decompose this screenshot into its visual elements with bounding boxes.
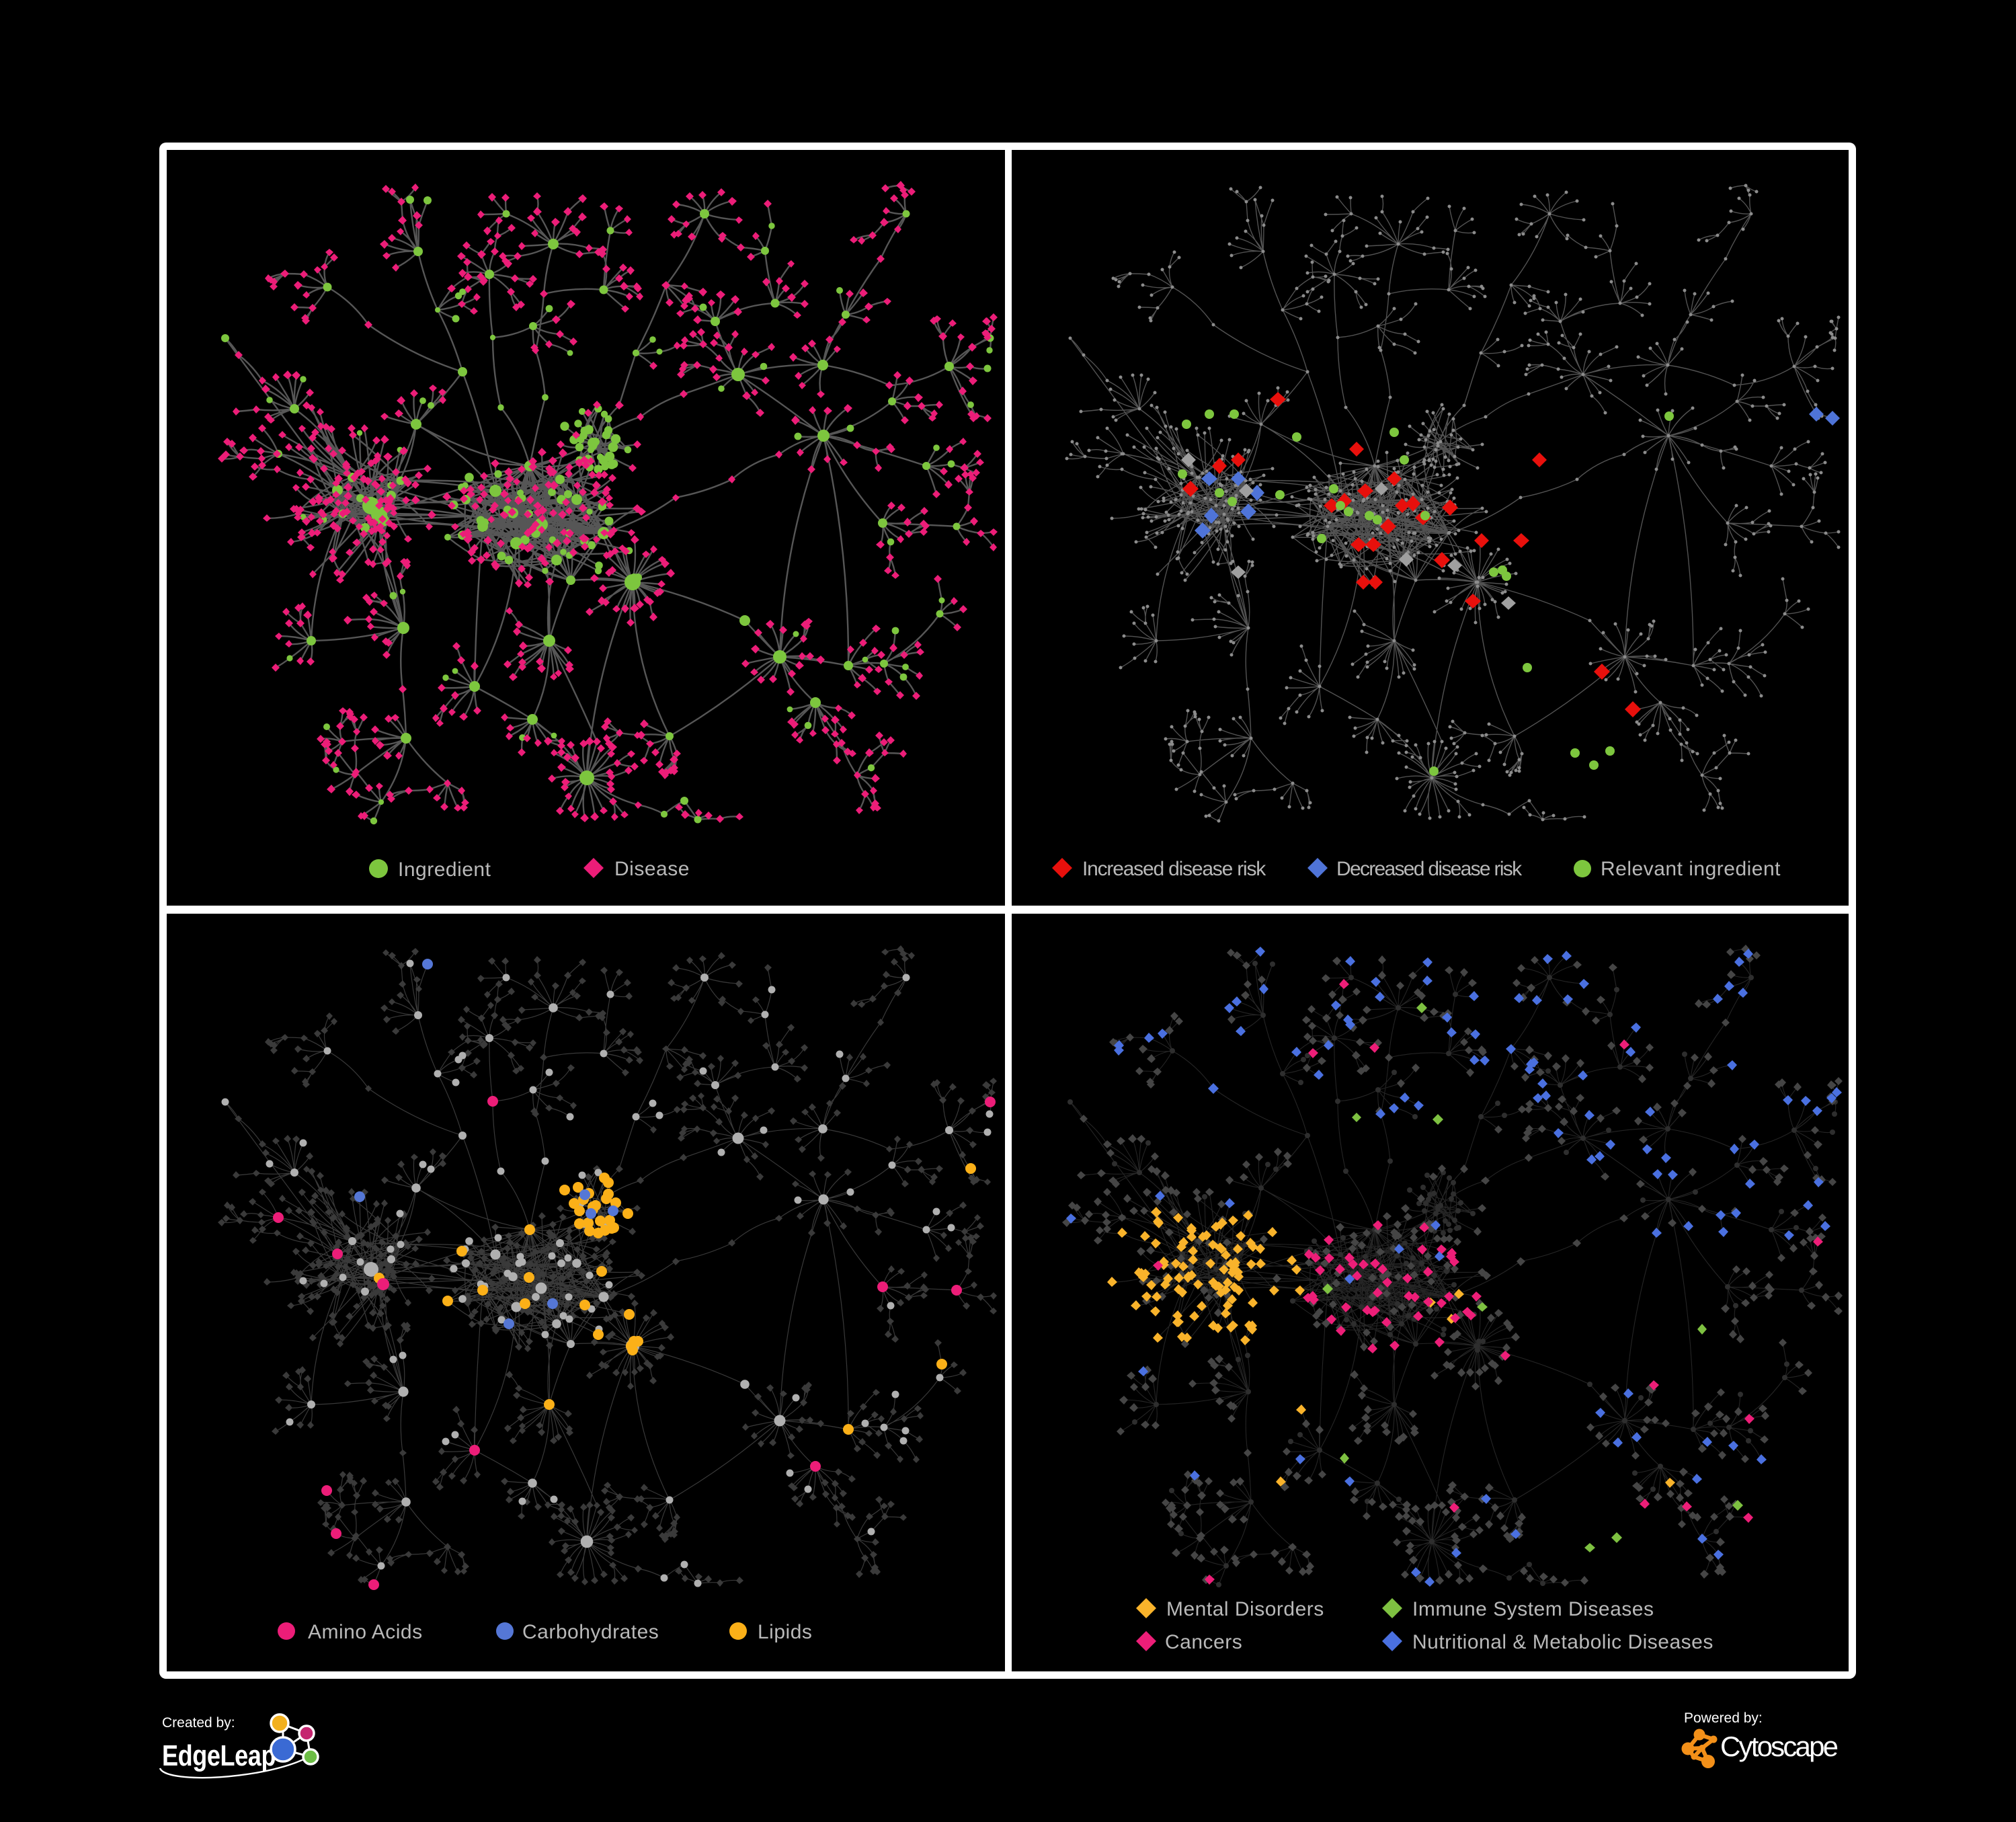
svg-text:Carbohydrates: Carbohydrates [522,1621,659,1643]
svg-text:Ingredient: Ingredient [398,859,491,881]
svg-text:Cancers: Cancers [1165,1631,1242,1653]
svg-text:Powered by:: Powered by: [1684,1710,1763,1726]
svg-text:Nutritional & Metabolic Diseas: Nutritional & Metabolic Diseases [1412,1631,1713,1653]
svg-text:Mental Disorders: Mental Disorders [1166,1598,1324,1620]
svg-text:Increased disease risk: Increased disease risk [1082,858,1266,880]
svg-text:Cytoscape: Cytoscape [1720,1731,1838,1762]
svg-text:Immune System Diseases: Immune System Diseases [1412,1598,1654,1620]
svg-text:Decreased disease risk: Decreased disease risk [1336,858,1523,880]
svg-text:Lipids: Lipids [758,1621,812,1643]
svg-text:Disease: Disease [614,858,690,880]
svg-text:EdgeLeap: EdgeLeap [162,1739,276,1772]
svg-text:Created by:: Created by: [162,1715,235,1731]
svg-text:Relevant ingredient: Relevant ingredient [1601,858,1781,880]
svg-text:Amino Acids: Amino Acids [308,1621,423,1643]
